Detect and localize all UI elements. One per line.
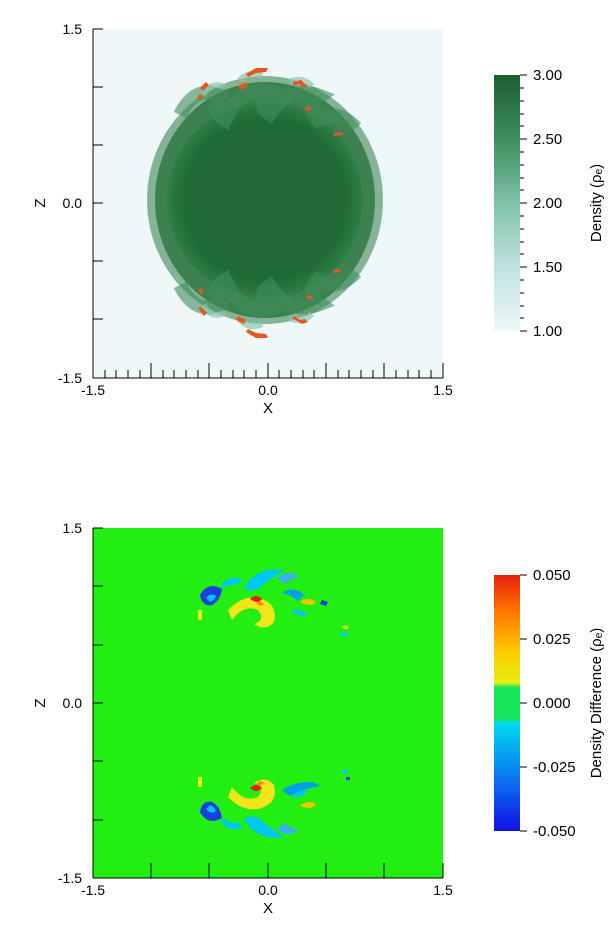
colorbar-label: Density Difference (ρₑ) <box>588 628 605 779</box>
marker-cluster <box>200 82 209 91</box>
marker-cluster <box>306 295 313 300</box>
x-tick-label: 1.5 <box>433 382 453 398</box>
colorbar-tick-label: 0.000 <box>533 695 571 712</box>
density-panel: 1.5 0.0 -1.5 -1.5 0.0 1.5 X Z 3.00 2.50 … <box>0 0 615 430</box>
x-tick-label: 0.0 <box>258 382 278 398</box>
markers <box>197 68 342 338</box>
y-ticks <box>93 28 103 379</box>
colorbar-tick-label: 2.50 <box>533 131 562 148</box>
colorbar-tick-label: 1.50 <box>533 259 562 276</box>
colorbar-tick-label: 0.025 <box>533 631 571 648</box>
x-tick-label: -1.5 <box>81 382 105 398</box>
x-axis-label: X <box>263 400 273 417</box>
colorbar-tick-label: 1.00 <box>533 323 562 340</box>
x-tick-label: -1.5 <box>81 882 105 898</box>
y-tick-label: 0.0 <box>63 195 83 211</box>
marker-cluster <box>246 329 268 338</box>
colorbar-tick-label: -0.050 <box>533 823 576 840</box>
colorbar-tick-label: 3.00 <box>533 67 562 84</box>
x-tick-label: 0.0 <box>258 882 278 898</box>
x-ticks <box>92 863 444 878</box>
density-chart: 1.5 0.0 -1.5 -1.5 0.0 1.5 X Z 3.00 2.50 … <box>32 21 605 417</box>
difference-features-upper <box>198 569 349 636</box>
cloud <box>147 70 383 330</box>
marker-cluster <box>305 106 312 111</box>
marker-cluster <box>246 68 268 77</box>
y-axis-label: Z <box>32 698 49 707</box>
x-tick-label: 1.5 <box>433 882 453 898</box>
colorbar-label: Density (ρₑ) <box>588 164 605 242</box>
marker-cluster <box>334 269 340 273</box>
y-tick-label: 1.5 <box>63 520 83 536</box>
plot-area <box>93 528 443 878</box>
marker-cluster <box>197 94 203 100</box>
marker-cluster <box>334 132 342 136</box>
y-tick-label: 1.5 <box>63 21 83 37</box>
y-tick-label: -1.5 <box>58 370 82 386</box>
density-difference-chart: 1.5 0.0 -1.5 -1.5 0.0 1.5 X Z 0.050 0.02… <box>32 520 605 917</box>
marker-cluster <box>293 80 307 88</box>
colorbar: 0.050 0.025 0.000 -0.025 -0.050 Density … <box>494 567 605 840</box>
y-axis-label: Z <box>32 198 49 207</box>
colorbar-tick-label: 0.050 <box>533 567 571 584</box>
y-ticks <box>93 527 103 879</box>
colorbar-tick-label: -0.025 <box>533 759 576 776</box>
colorbar: 3.00 2.50 2.00 1.50 1.00 Density (ρₑ) <box>494 67 605 340</box>
marker-cluster <box>292 316 308 324</box>
marker-cluster <box>198 288 204 294</box>
marker-cluster <box>236 316 246 324</box>
y-tick-label: -1.5 <box>58 870 82 886</box>
x-ticks <box>92 363 444 378</box>
density-difference-panel: 1.5 0.0 -1.5 -1.5 0.0 1.5 X Z 0.050 0.02… <box>0 500 615 933</box>
colorbar-tick-label: 2.00 <box>533 195 562 212</box>
marker-cluster <box>198 307 207 316</box>
marker-cluster <box>238 82 248 90</box>
difference-features-lower <box>198 770 350 838</box>
y-tick-label: 0.0 <box>63 695 83 711</box>
x-axis-label: X <box>263 900 273 917</box>
